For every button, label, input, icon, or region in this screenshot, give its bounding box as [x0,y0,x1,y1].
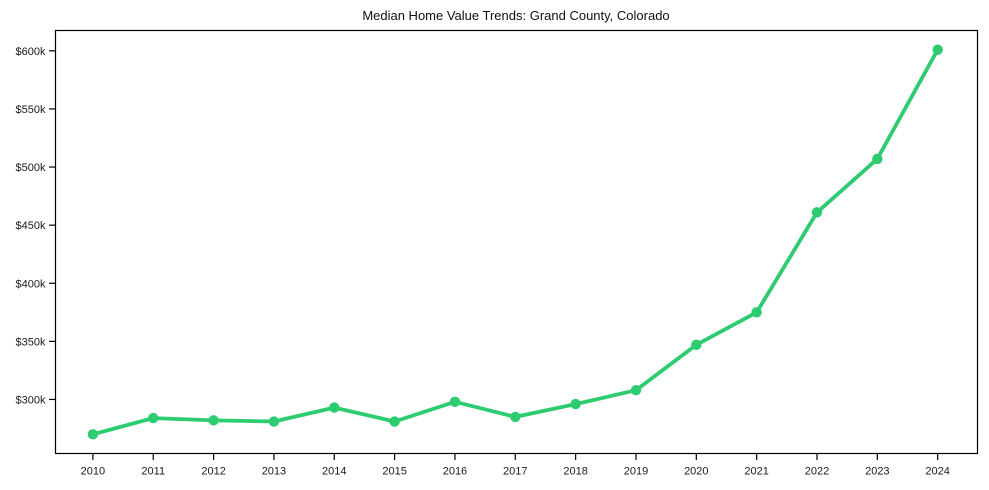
x-tick-label: 2024 [925,466,949,478]
data-point-2022 [811,207,823,218]
x-tick-label: 2020 [684,466,708,478]
x-tick-label: 2018 [563,466,587,478]
data-point-2019 [630,384,642,396]
y-tick-label: $400k [16,278,46,290]
data-point-2024 [932,44,943,55]
data-point-2018 [570,398,581,410]
x-tick-label: 2010 [81,466,105,478]
data-point-2011 [148,412,159,424]
y-tick-label: $300k [16,394,46,406]
y-tick-label: $550k [16,104,46,116]
y-tick-label: $500k [16,162,46,174]
data-point-2020 [691,339,702,351]
plot-border [54,29,979,455]
data-point-2012 [208,415,219,426]
x-tick-label: 2023 [865,466,889,478]
y-tick-label: $350k [16,336,46,348]
data-point-2021 [751,307,762,318]
x-tick-label: 2013 [262,466,286,478]
x-tick-label: 2017 [503,466,527,478]
data-point-2010 [87,429,99,440]
x-tick-label: 2021 [744,466,768,478]
y-tick-label: $450k [16,220,46,232]
x-tick-label: 2011 [141,466,165,478]
x-tick-label: 2015 [382,466,406,478]
data-point-2017 [510,411,521,423]
x-tick-label: 2019 [624,466,648,478]
y-tick-label: $600k [16,46,46,58]
x-tick-label: 2014 [322,466,346,478]
data-point-2013 [268,416,280,427]
x-tick-label: 2022 [805,466,829,478]
data-point-2015 [389,416,400,427]
x-tick-label: 2016 [443,466,467,478]
data-point-2014 [329,402,340,413]
trend-line [91,47,940,437]
data-point-2016 [449,396,461,407]
data-point-2023 [872,153,883,165]
chart-title: Median Home Value Trends: Grand County, … [362,8,670,23]
x-tick-label: 2012 [201,466,225,478]
